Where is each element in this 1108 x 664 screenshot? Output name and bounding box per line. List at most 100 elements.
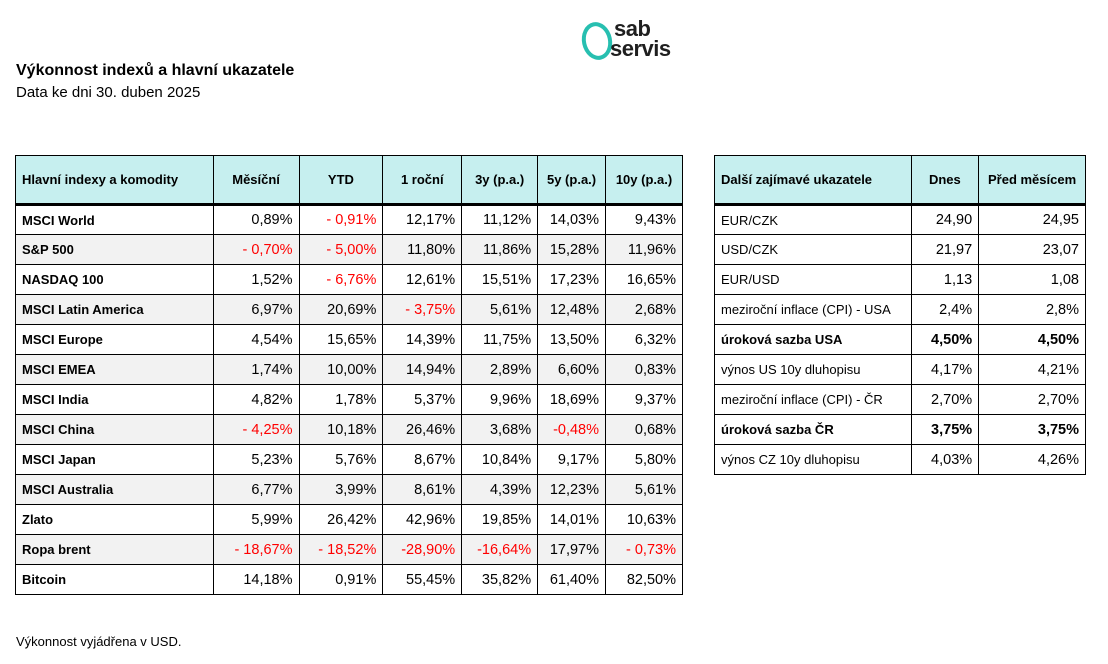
table-cell: 26,42%: [298, 504, 384, 535]
table-cell: 3,68%: [461, 414, 539, 445]
row-label: MSCI Latin America: [15, 294, 214, 325]
table-cell: 3,99%: [298, 474, 384, 505]
table-cell: 42,96%: [382, 504, 463, 535]
table-row: EUR/USD 1,13 1,08: [714, 264, 1086, 295]
table-cell: 12,48%: [537, 294, 607, 325]
table-cell: 23,07: [978, 234, 1086, 265]
table-cell: 5,99%: [212, 504, 300, 535]
table-cell: 8,67%: [382, 444, 463, 475]
row-label: MSCI World: [15, 204, 214, 235]
table-cell: 2,8%: [978, 294, 1086, 325]
table-cell: 4,50%: [910, 324, 980, 355]
table-cell: 4,17%: [910, 354, 980, 385]
table-cell: 6,97%: [212, 294, 300, 325]
table-cell: 11,75%: [461, 324, 539, 355]
page-title: Výkonnost indexů a hlavní ukazatele: [16, 62, 295, 79]
table-cell: 5,80%: [605, 444, 683, 475]
table-cell: 19,85%: [461, 504, 539, 535]
table-cell: 14,03%: [537, 204, 607, 235]
table-cell: 21,97: [910, 234, 980, 265]
table-row: meziroční inflace (CPI) - ČR 2,70% 2,70%: [714, 384, 1086, 415]
logo-text-line1: sab: [614, 16, 651, 41]
table-cell: 26,46%: [382, 414, 463, 445]
table-cell: 11,86%: [461, 234, 539, 265]
row-label: Zlato: [15, 504, 214, 535]
table-cell: 0,68%: [605, 414, 683, 445]
table-row: MSCI Australia 6,77% 3,99% 8,61% 4,39% 12,23%…: [15, 474, 683, 505]
table-row: MSCI World 0,89% - 0,91% 12,17% 11,12% 14,03%…: [15, 204, 683, 235]
table-cell: - 0,91%: [298, 204, 384, 235]
table-cell: 9,37%: [605, 384, 683, 415]
table-row: MSCI EMEA 1,74% 10,00% 14,94% 2,89% 6,60% 0,83…: [15, 354, 683, 385]
table-cell: 10,18%: [298, 414, 384, 445]
col-header: Před měsícem: [978, 155, 1086, 205]
indicators-header-row: Další zajímavé ukazatele Dnes Před měsíc…: [714, 155, 1086, 205]
col-header: Dnes: [910, 155, 980, 205]
table-cell: 14,39%: [382, 324, 463, 355]
table-cell: 4,82%: [212, 384, 300, 415]
table-cell: 4,39%: [461, 474, 539, 505]
table-row: MSCI Latin America 6,97% 20,69% - 3,75% 5,61…: [15, 294, 683, 325]
table-cell: 3,75%: [910, 414, 980, 445]
table-cell: - 0,70%: [212, 234, 300, 265]
col-header: Hlavní indexy a komodity: [15, 155, 214, 205]
table-cell: 15,65%: [298, 324, 384, 355]
table-cell: 16,65%: [605, 264, 683, 295]
table-row: MSCI Japan 5,23% 5,76% 8,67% 10,84% 9,17% 5,80…: [15, 444, 683, 475]
table-cell: 20,69%: [298, 294, 384, 325]
row-label: meziroční inflace (CPI) - ČR: [714, 384, 912, 415]
table-cell: 2,70%: [978, 384, 1086, 415]
table-cell: -0,48%: [537, 414, 607, 445]
col-header: Měsíční: [212, 155, 300, 205]
row-label: MSCI Australia: [15, 474, 214, 505]
table-cell: - 5,00%: [298, 234, 384, 265]
table-row: úroková sazba USA 4,50% 4,50%: [714, 324, 1086, 355]
table-cell: 2,68%: [605, 294, 683, 325]
table-cell: 24,90: [910, 204, 980, 235]
footer-note: Výkonnost vyjádřena v USD.: [16, 634, 182, 649]
table-cell: 1,74%: [212, 354, 300, 385]
table-cell: 17,97%: [537, 534, 607, 565]
table-cell: 1,52%: [212, 264, 300, 295]
col-header: Další zajímavé ukazatele: [714, 155, 912, 205]
table-cell: 8,61%: [382, 474, 463, 505]
row-label: MSCI India: [15, 384, 214, 415]
row-label: úroková sazba USA: [714, 324, 912, 355]
table-cell: -16,64%: [461, 534, 539, 565]
row-label: S&P 500: [15, 234, 214, 265]
table-cell: 10,00%: [298, 354, 384, 385]
table-cell: 1,78%: [298, 384, 384, 415]
table-cell: 11,12%: [461, 204, 539, 235]
table-cell: 82,50%: [605, 564, 683, 595]
table-cell: 13,50%: [537, 324, 607, 355]
table-cell: - 4,25%: [212, 414, 300, 445]
table-cell: 24,95: [978, 204, 1086, 235]
indices-table: Hlavní indexy a komodity Měsíční YTD 1 r…: [15, 155, 683, 595]
table-cell: 9,43%: [605, 204, 683, 235]
table-row: výnos US 10y dluhopisu 4,17% 4,21%: [714, 354, 1086, 385]
row-label: výnos CZ 10y dluhopisu: [714, 444, 912, 475]
table-cell: 2,4%: [910, 294, 980, 325]
sab-servis-logo: sab servis: [578, 16, 700, 68]
table-cell: 4,21%: [978, 354, 1086, 385]
table-cell: 5,37%: [382, 384, 463, 415]
table-cell: - 18,67%: [212, 534, 300, 565]
table-row: MSCI China - 4,25% 10,18% 26,46% 3,68% -0,48%…: [15, 414, 683, 445]
table-cell: 0,91%: [298, 564, 384, 595]
table-cell: 10,84%: [461, 444, 539, 475]
table-cell: 12,23%: [537, 474, 607, 505]
table-cell: - 18,52%: [298, 534, 384, 565]
col-header: 3y (p.a.): [461, 155, 539, 205]
table-cell: 11,80%: [382, 234, 463, 265]
table-cell: 0,89%: [212, 204, 300, 235]
table-cell: 5,61%: [605, 474, 683, 505]
logo-text-line2: servis: [610, 36, 671, 61]
table-cell: 5,61%: [461, 294, 539, 325]
col-header: 10y (p.a.): [605, 155, 683, 205]
page-subtitle: Data ke dni 30. duben 2025: [16, 84, 201, 101]
table-cell: 12,17%: [382, 204, 463, 235]
table-cell: 4,54%: [212, 324, 300, 355]
table-cell: 2,89%: [461, 354, 539, 385]
table-cell: 2,70%: [910, 384, 980, 415]
table-cell: 15,51%: [461, 264, 539, 295]
